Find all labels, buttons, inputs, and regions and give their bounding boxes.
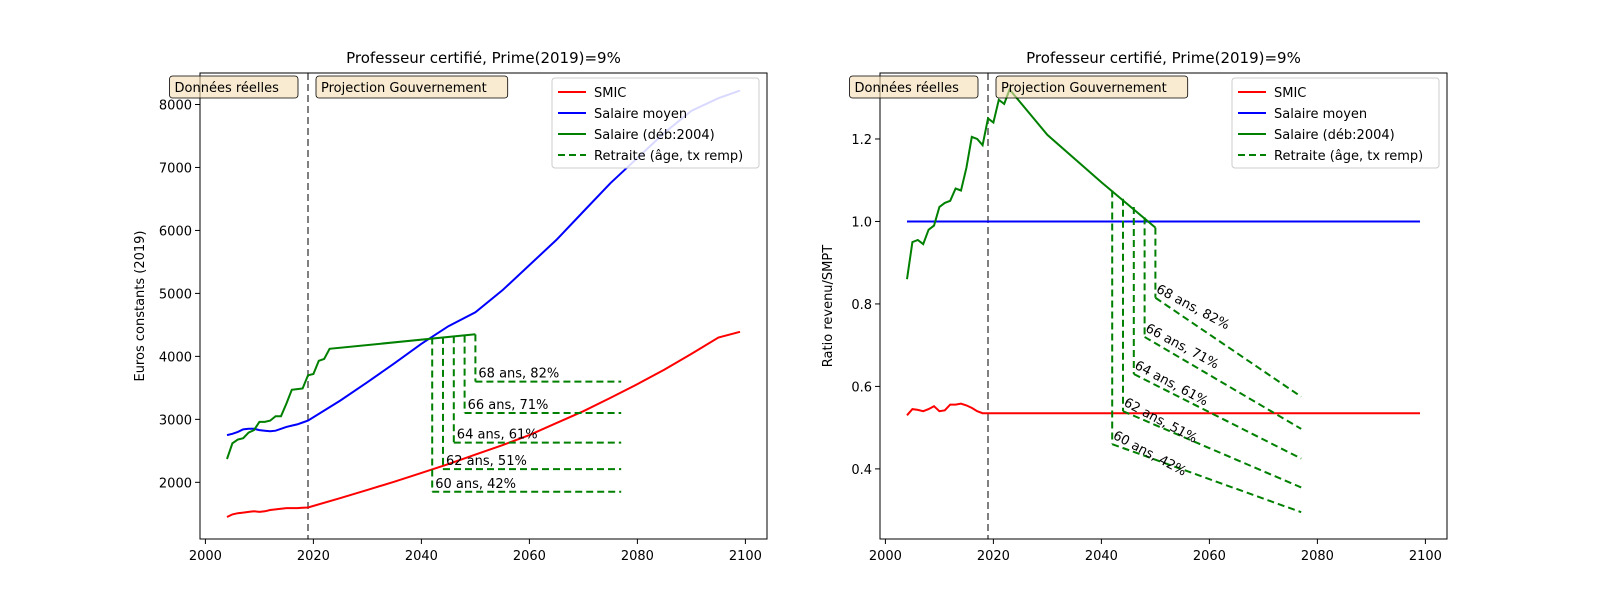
retraite-label: 64 ans, 61% (1132, 358, 1210, 409)
legend-label: Salaire moyen (1274, 107, 1367, 122)
retraite-series-1 (1111, 190, 1302, 514)
series-line-3 (906, 87, 1157, 280)
annotation-text: Données réelles (175, 81, 280, 96)
chart-title: Professeur certifié, Prime(2019)=9% (346, 49, 621, 67)
legend: SMIC Salaire moyen Salaire (déb:2004) Retra… (1231, 77, 1440, 169)
retraite-label: 60 ans, 42% (435, 477, 516, 492)
y-tick-label: 0.6 (851, 380, 872, 395)
x-tick-label: 2100 (1409, 549, 1442, 564)
legend-label: Retraite (âge, tx remp) (1274, 149, 1423, 164)
x-tick-label: 2000 (869, 549, 902, 564)
plot-area (906, 73, 1420, 539)
x-tick-label: 2060 (1193, 549, 1226, 564)
annotation-box (995, 75, 1189, 99)
y-axis-label: Ratio revenu/SMPT (821, 245, 836, 367)
axes-frame (199, 72, 768, 540)
x-tick-label: 2020 (297, 549, 330, 564)
retraite-line (1133, 373, 1302, 460)
chart-title: Professeur certifié, Prime(2019)=9% (1026, 49, 1301, 67)
retraite-series-3 (452, 336, 622, 444)
x-tick-label: 2060 (513, 549, 546, 564)
series-line-3 (226, 333, 476, 460)
retraite-series-4 (1143, 217, 1302, 430)
y-tick-label: 6000 (159, 224, 192, 239)
chart-panel-2: Professeur certifié, Prime(2019)=9% Ratio… (821, 49, 1448, 564)
y-tick-label: 1.2 (851, 133, 872, 148)
retraite-line (1154, 296, 1302, 398)
annotation-text: Projection Gouvernement (321, 81, 487, 96)
chart-panel-1: Professeur certifié, Prime(2019)=9% Euros… (133, 49, 768, 564)
x-tick-label: 2040 (405, 549, 438, 564)
retraite-series-2 (1122, 198, 1302, 489)
y-tick-label: 3000 (159, 413, 192, 428)
plot-area (226, 73, 741, 539)
y-tick-label: 4000 (159, 350, 192, 365)
annotation-box (169, 75, 299, 99)
retraite-label: 64 ans, 61% (457, 428, 538, 443)
retraite-label: 66 ans, 71% (468, 398, 549, 413)
axes-frame (879, 72, 1448, 540)
x-tick-label: 2080 (1301, 549, 1334, 564)
retraite-series-5 (474, 334, 622, 383)
legend-label: SMIC (1274, 86, 1306, 101)
retraite-label: 66 ans, 71% (1143, 321, 1221, 372)
annotation-box (849, 75, 979, 99)
legend-box (1231, 77, 1440, 169)
x-tick-label: 2100 (729, 549, 762, 564)
legend: SMIC Salaire moyen Salaire (déb:2004) Retra… (551, 77, 760, 169)
retraite-series-5 (1154, 227, 1302, 398)
annotation-box (315, 75, 509, 99)
retraite-label: 68 ans, 82% (478, 367, 559, 382)
y-tick-label: 0.4 (851, 463, 872, 478)
annotation-text: Projection Gouvernement (1001, 81, 1167, 96)
x-tick-label: 2020 (977, 549, 1010, 564)
x-tick-label: 2000 (189, 549, 222, 564)
retraite-series-4 (463, 335, 622, 415)
y-tick-label: 5000 (159, 287, 192, 302)
x-tick-label: 2040 (1085, 549, 1118, 564)
y-tick-label: 7000 (159, 161, 192, 176)
series-line-1 (226, 330, 741, 518)
series-line-1 (906, 402, 1420, 416)
retraite-line (1111, 443, 1302, 514)
y-tick-label: 2000 (159, 476, 192, 491)
retraite-label: 68 ans, 82% (1154, 282, 1232, 333)
legend-label: SMIC (594, 86, 626, 101)
retraite-series-1 (431, 337, 622, 493)
retraite-label: 62 ans, 51% (446, 454, 527, 469)
y-tick-label: 1.0 (851, 215, 872, 230)
legend-label: Salaire (déb:2004) (1274, 128, 1395, 143)
legend-label: Retraite (âge, tx remp) (594, 149, 743, 164)
retraite-line (1144, 336, 1302, 430)
x-tick-label: 2080 (621, 549, 654, 564)
y-axis-label: Euros constants (2019) (133, 230, 148, 381)
legend-box (551, 77, 760, 169)
annotation-text: Données réelles (855, 81, 960, 96)
y-tick-label: 0.8 (851, 298, 872, 313)
retraite-series-2 (442, 336, 622, 471)
retraite-series-3 (1132, 207, 1302, 460)
y-tick-label: 8000 (159, 98, 192, 113)
legend-label: Salaire (déb:2004) (594, 128, 715, 143)
legend-label: Salaire moyen (594, 107, 687, 122)
